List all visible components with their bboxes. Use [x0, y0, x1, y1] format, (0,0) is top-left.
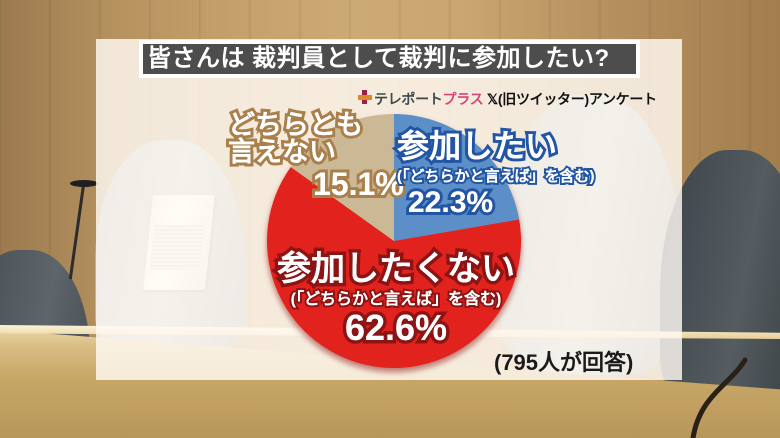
svg-text:参加したい: 参加したい [397, 128, 557, 164]
svg-text:(「どちらかと言えば」を含む): (「どちらかと言えば」を含む) [291, 289, 502, 308]
svg-text:62.6%: 62.6% [345, 307, 447, 348]
svg-text:参加したくない: 参加したくない [277, 250, 515, 288]
svg-text:22.3%: 22.3% [408, 186, 493, 219]
svg-text:言えない: 言えない [228, 137, 336, 167]
svg-text:(「どちらかと言えば」を含む): (「どちらかと言えば」を含む) [397, 167, 595, 185]
svg-text:15.1%: 15.1% [313, 166, 404, 202]
svg-text:どちらとも: どちらとも [228, 110, 363, 140]
